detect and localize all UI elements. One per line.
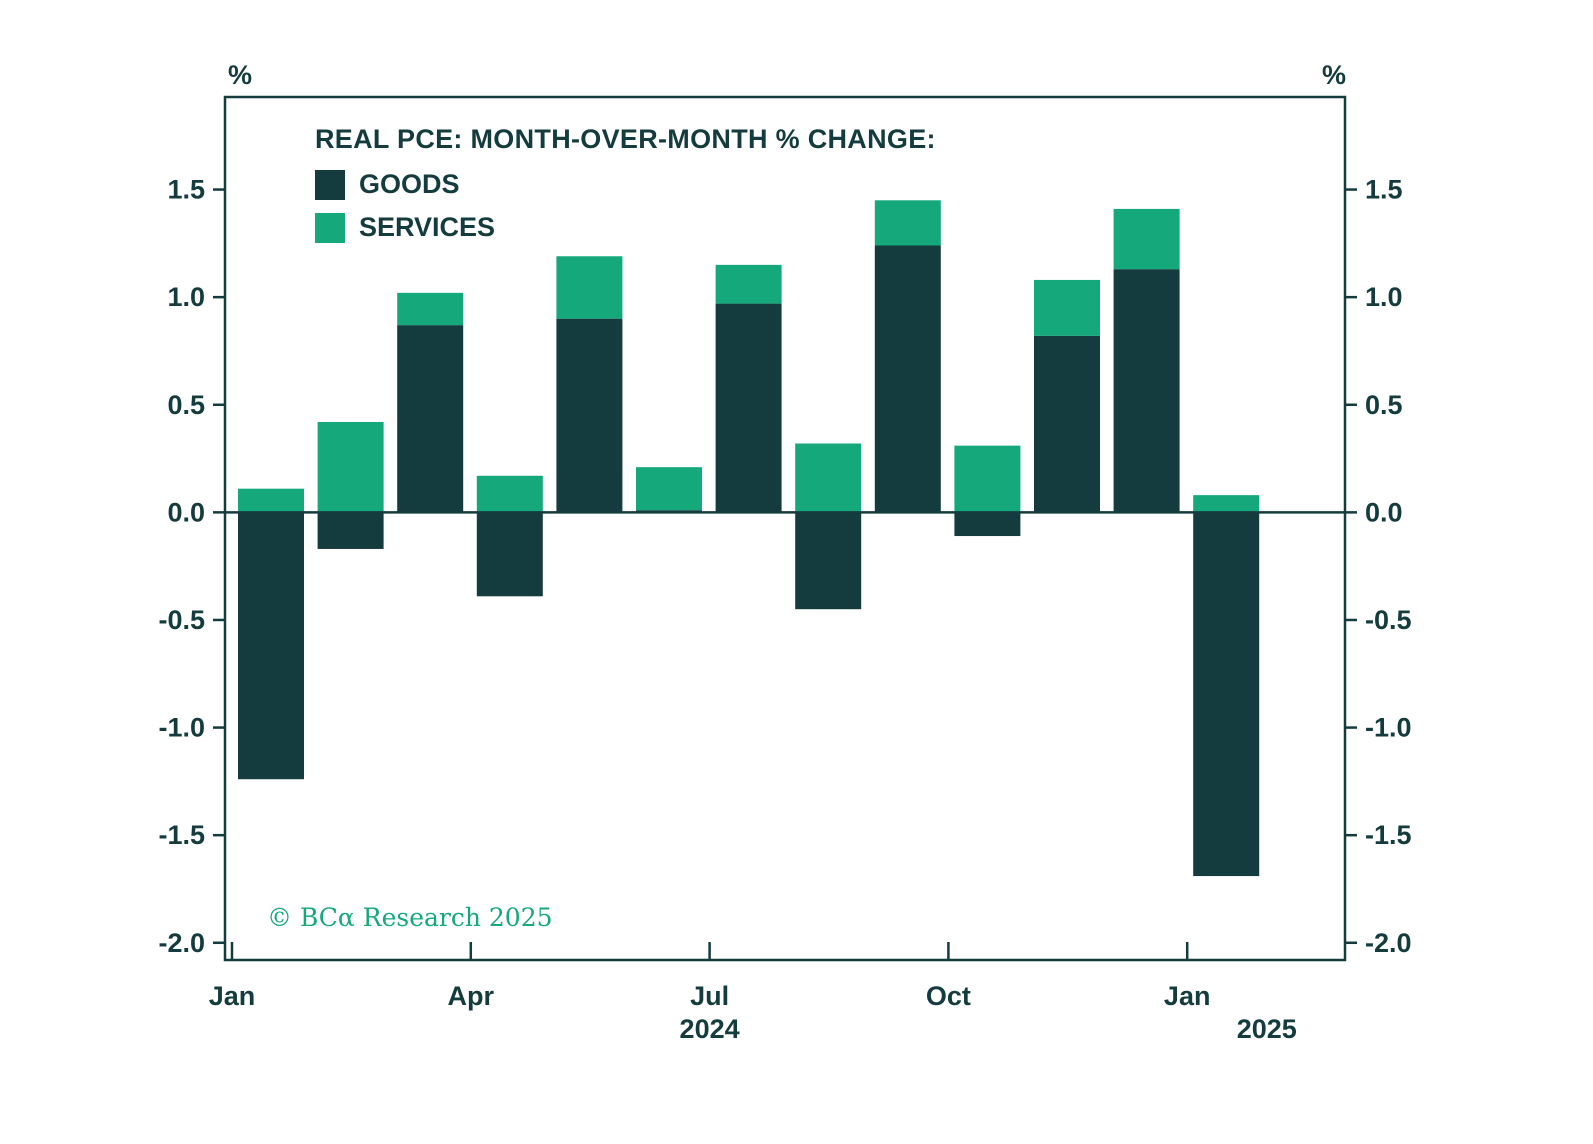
bar-goods-feb-1 <box>317 512 384 549</box>
bar-services-may-4 <box>556 256 623 319</box>
x-tick-label: Jan <box>1164 981 1211 1011</box>
y-tick-label-left: 0.0 <box>167 497 205 527</box>
y-tick-label-right: -0.5 <box>1365 605 1412 635</box>
y-tick-label-left: 0.5 <box>167 390 205 420</box>
bar-goods-jan-12 <box>1193 512 1260 877</box>
bar-services-nov-10 <box>1034 279 1100 336</box>
bar-services-feb-1 <box>317 421 384 513</box>
bar-goods-apr-3 <box>476 512 543 597</box>
y-tick-label-left: -0.5 <box>158 605 205 635</box>
y-tick-label-right: -1.0 <box>1365 713 1412 743</box>
chart-title: REAL PCE: MONTH-OVER-MONTH % CHANGE: <box>315 124 936 154</box>
copyright: © BCα Research 2025 <box>267 903 553 932</box>
bar-services-jan-12 <box>1193 495 1260 513</box>
plot-border <box>223 95 1347 962</box>
x-tick-label: Apr <box>448 981 495 1011</box>
y-tick-label-left: 1.0 <box>167 282 205 312</box>
legend: REAL PCE: MONTH-OVER-MONTH % CHANGE: GOO… <box>315 124 936 255</box>
y-tick-label-left: -1.5 <box>158 820 205 850</box>
bar-services-dec-11 <box>1113 208 1180 270</box>
bar-goods-nov-10 <box>1034 335 1100 513</box>
bar-services-oct-9 <box>954 445 1021 513</box>
bar-goods-oct-9 <box>954 512 1021 537</box>
bar-goods-aug-7 <box>795 512 862 610</box>
goods-swatch <box>315 169 345 200</box>
y-tick-label-left: -2.0 <box>158 928 205 958</box>
bar-services-aug-7 <box>795 443 862 513</box>
x-tick-label: Jan <box>209 981 256 1011</box>
y-tick-label-left: -1.0 <box>158 713 205 743</box>
year-label: 2024 <box>680 1014 740 1044</box>
bar-services-sep-8 <box>874 200 941 246</box>
bar-goods-jan-0 <box>238 512 304 780</box>
y-tick-label-right: 0.5 <box>1365 390 1403 420</box>
bar-services-jan-0 <box>238 488 304 513</box>
y-tick-label-right: 1.5 <box>1365 175 1403 205</box>
bar-goods-jul-6 <box>715 303 782 513</box>
services-label: SERVICES <box>359 212 496 242</box>
bar-services-jul-6 <box>715 264 782 304</box>
y-tick-label-left: 1.5 <box>167 175 205 205</box>
legend-item-services: SERVICES <box>315 212 936 243</box>
x-tick-label: Jul <box>690 981 729 1011</box>
goods-label: GOODS <box>359 169 460 199</box>
y-tick-label-right: 0.0 <box>1365 497 1403 527</box>
bar-services-mar-2 <box>397 292 464 326</box>
y-axis-unit-left: % <box>228 60 253 90</box>
bar-goods-may-4 <box>556 318 623 513</box>
x-tick-label: Oct <box>926 981 971 1011</box>
bar-goods-sep-8 <box>874 245 941 513</box>
bar-goods-mar-2 <box>397 325 464 513</box>
year-label: 2025 <box>1237 1014 1297 1044</box>
y-tick-label-right: 1.0 <box>1365 282 1403 312</box>
y-tick-label-right: -1.5 <box>1365 820 1412 850</box>
legend-item-goods: GOODS <box>315 169 936 200</box>
bar-services-apr-3 <box>476 475 543 513</box>
y-axis-unit-right: % <box>1322 60 1347 90</box>
bar-goods-dec-11 <box>1113 269 1180 513</box>
bar-services-jun-5 <box>636 467 702 511</box>
y-tick-label-right: -2.0 <box>1365 928 1412 958</box>
services-swatch <box>315 212 345 243</box>
